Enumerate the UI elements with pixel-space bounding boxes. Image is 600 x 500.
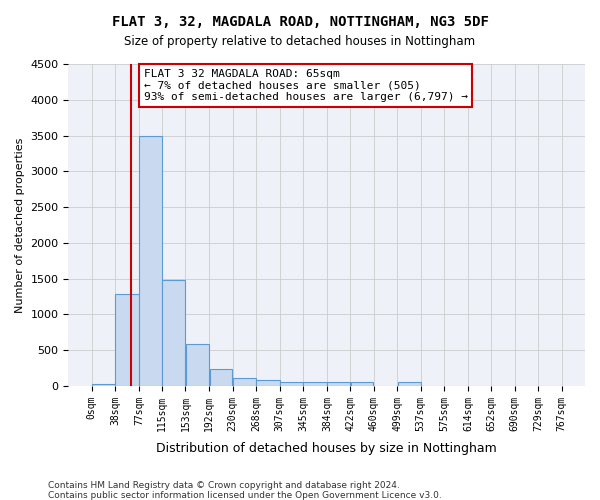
Bar [92,384,115,386]
X-axis label: Distribution of detached houses by size in Nottingham: Distribution of detached houses by size … [157,442,497,455]
Bar [398,382,421,386]
Bar [256,380,280,386]
Bar [280,382,303,386]
Text: Size of property relative to detached houses in Nottingham: Size of property relative to detached ho… [124,35,476,48]
Bar [327,382,350,386]
Bar [163,280,185,386]
Text: Contains public sector information licensed under the Open Government Licence v3: Contains public sector information licen… [48,491,442,500]
Bar [139,136,162,386]
Text: FLAT 3 32 MAGDALA ROAD: 65sqm
← 7% of detached houses are smaller (505)
93% of s: FLAT 3 32 MAGDALA ROAD: 65sqm ← 7% of de… [144,69,468,102]
Bar [115,294,139,386]
Text: Contains HM Land Registry data © Crown copyright and database right 2024.: Contains HM Land Registry data © Crown c… [48,481,400,490]
Y-axis label: Number of detached properties: Number of detached properties [15,138,25,312]
Bar [350,382,373,386]
Bar [209,368,232,386]
Bar [185,344,209,386]
Bar [233,378,256,386]
Text: FLAT 3, 32, MAGDALA ROAD, NOTTINGHAM, NG3 5DF: FLAT 3, 32, MAGDALA ROAD, NOTTINGHAM, NG… [112,15,488,29]
Bar [304,382,327,386]
